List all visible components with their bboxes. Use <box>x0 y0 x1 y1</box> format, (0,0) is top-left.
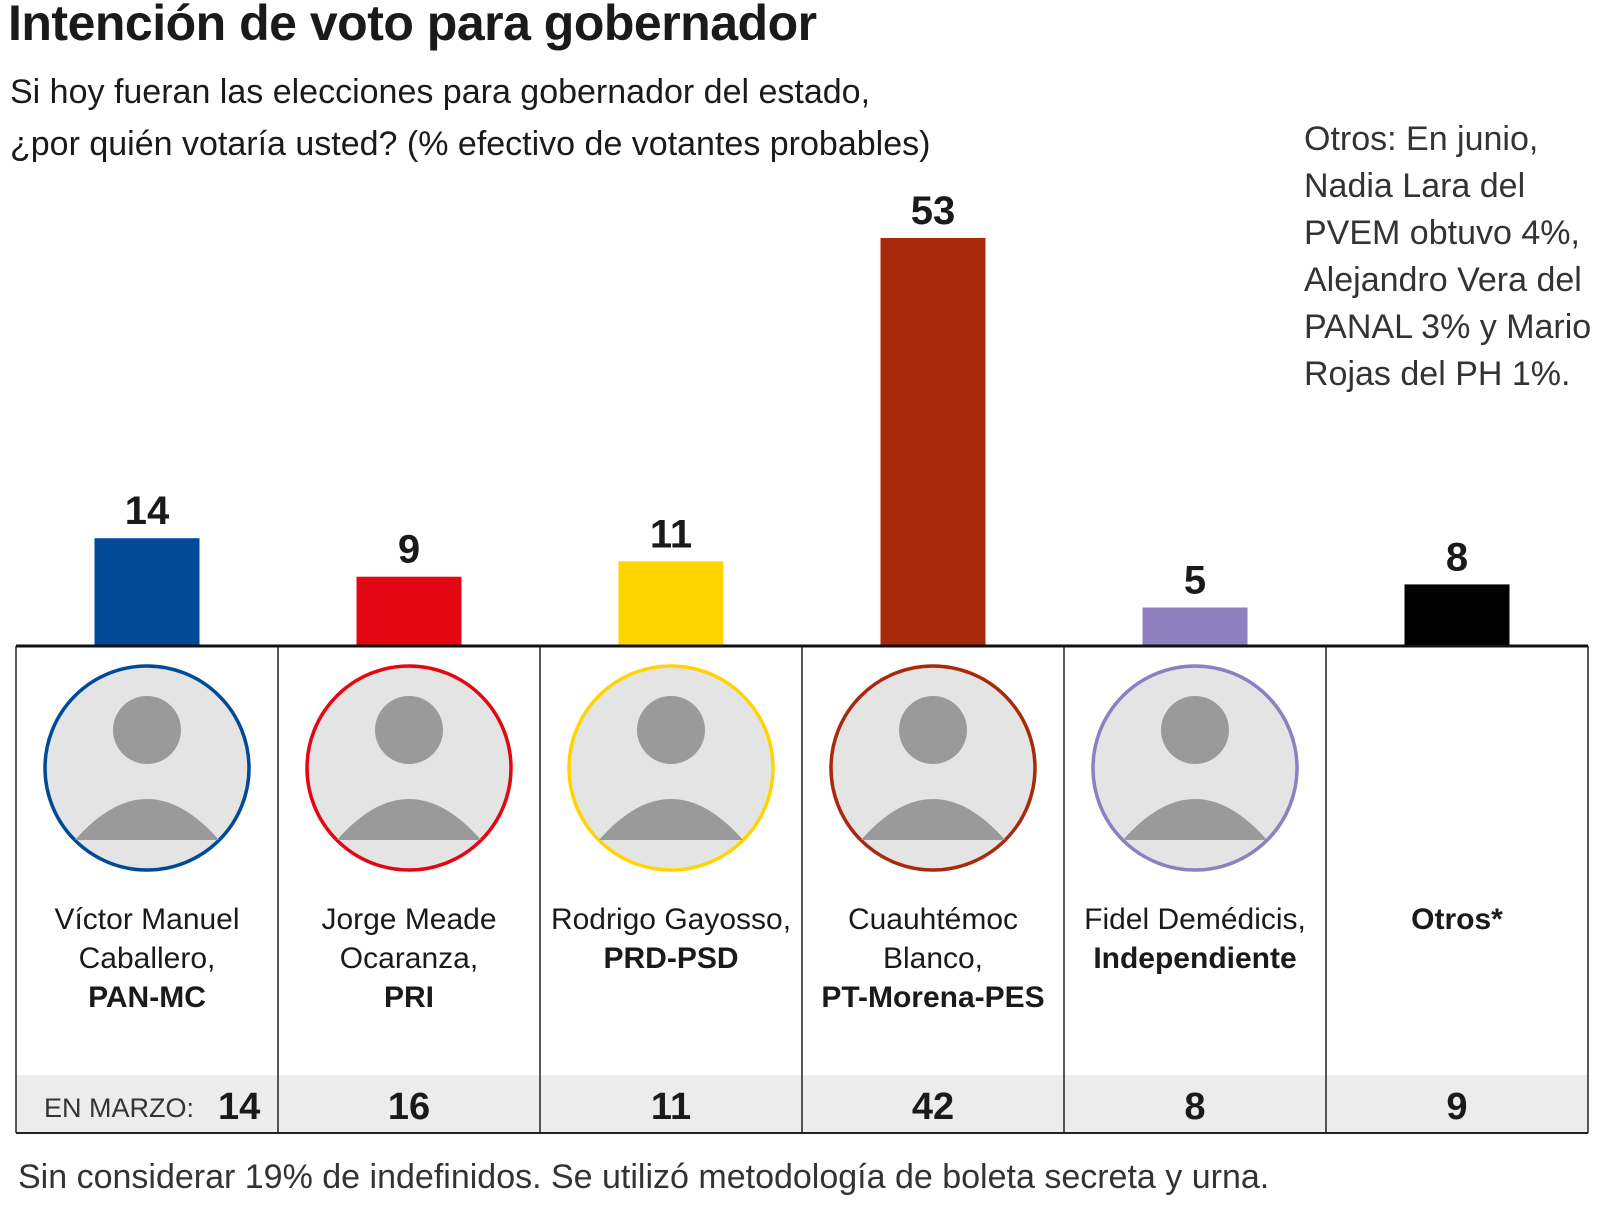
party-label: Independiente <box>1093 942 1296 975</box>
candidate-name: Rodrigo Gayosso, <box>551 903 791 936</box>
candidate-name: Cuauhtémoc <box>848 903 1018 936</box>
candidate-name: Blanco, <box>883 942 983 975</box>
portrait-shoulders <box>337 799 481 840</box>
party-label: PAN-MC <box>88 981 206 1014</box>
candidate-name: Fidel Demédicis, <box>1084 903 1306 936</box>
portrait-head <box>637 696 705 764</box>
bar-value-label: 8 <box>1446 535 1468 579</box>
footer-note: Sin considerar 19% de indefinidos. Se ut… <box>18 1158 1270 1196</box>
bar-value-label: 11 <box>650 512 692 556</box>
portrait-head <box>899 696 967 764</box>
portrait-shoulders <box>599 799 743 840</box>
candidate-name: Jorge Meade <box>321 903 496 936</box>
candidate-name: Ocaranza, <box>340 942 478 975</box>
portrait-head <box>1161 696 1229 764</box>
bar <box>94 538 200 646</box>
others-note: Otros: En junio, Nadia Lara del PVEM obt… <box>1304 120 1592 393</box>
party-label: PRD-PSD <box>603 942 738 975</box>
march-value: 8 <box>1184 1086 1205 1128</box>
portrait-head <box>113 696 181 764</box>
march-value: 14 <box>218 1086 260 1128</box>
party-label: PRI <box>384 981 434 1014</box>
chart-title: Intención de voto para gobernador <box>8 0 817 51</box>
subtitle-line-1: Si hoy fueran las elecciones para gobern… <box>10 73 871 111</box>
candidate-portrait <box>305 664 513 872</box>
bar-value-label: 5 <box>1184 559 1206 603</box>
candidate-portrait <box>1091 664 1299 872</box>
march-value: 42 <box>912 1086 954 1128</box>
bar-value-label: 9 <box>398 528 420 572</box>
party-label: Otros* <box>1411 903 1503 936</box>
party-label: PT-Morena-PES <box>821 981 1044 1014</box>
chart-subtitle: Si hoy fueran las elecciones para gobern… <box>10 66 930 170</box>
portrait-shoulders <box>75 799 219 840</box>
march-label: EN MARZO: <box>44 1093 194 1123</box>
bar <box>356 576 462 646</box>
subtitle-line-2: ¿por quién votaría usted? (% efectivo de… <box>10 125 931 163</box>
portrait-shoulders <box>1123 799 1267 840</box>
candidate-portrait <box>43 664 251 872</box>
march-value: 16 <box>388 1086 430 1128</box>
bar <box>880 238 986 646</box>
portrait-shoulders <box>861 799 1005 840</box>
candidate-portrait <box>829 664 1037 872</box>
portrait-head <box>375 696 443 764</box>
bar-value-label: 53 <box>911 189 956 233</box>
march-value: 9 <box>1446 1086 1467 1128</box>
bar-value-label: 14 <box>125 489 170 533</box>
bar <box>618 561 724 646</box>
candidate-name: Víctor Manuel <box>54 903 239 936</box>
candidate-portrait <box>567 664 775 872</box>
march-value: 11 <box>651 1086 691 1128</box>
candidate-name: Caballero, <box>79 942 216 975</box>
bar <box>1142 607 1248 646</box>
bar <box>1404 584 1510 646</box>
